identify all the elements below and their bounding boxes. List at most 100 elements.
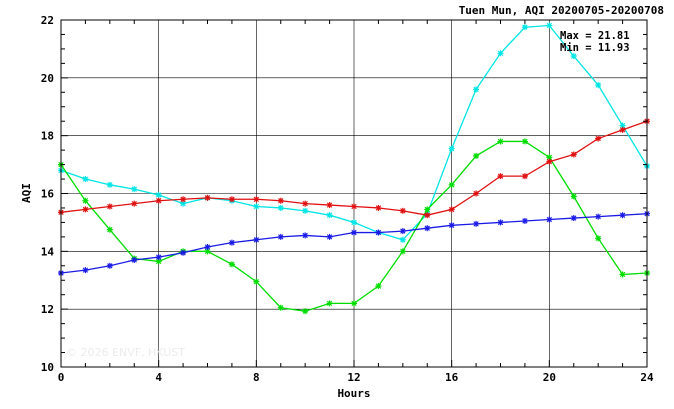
- y-tick-label: 10: [41, 361, 54, 374]
- x-tick-label: 16: [445, 371, 459, 384]
- series-1-point: [619, 122, 626, 129]
- y-tick-label: 20: [41, 72, 54, 85]
- series-1-point: [253, 203, 260, 210]
- series-4-point: [180, 249, 187, 256]
- series-2-point: [106, 226, 113, 233]
- series-1-point: [302, 207, 309, 214]
- series-1-point: [546, 22, 553, 29]
- series-3-point: [106, 203, 113, 210]
- series-2-point: [253, 278, 260, 285]
- series-3-point: [228, 196, 235, 203]
- series-1-point: [351, 219, 357, 226]
- series-4-point: [228, 239, 235, 246]
- series-3-point: [521, 173, 528, 180]
- series-2-point: [375, 283, 382, 290]
- series-4-point: [570, 215, 577, 222]
- series-2-point: [424, 206, 431, 213]
- series-layer: [58, 22, 650, 315]
- series-1-point: [448, 145, 455, 152]
- y-tick-label: 14: [41, 245, 55, 258]
- tick-labels: 0 4 8 12 16 20 24 10 12 14 16 18 20 22: [41, 14, 654, 384]
- y-tick-label: 22: [41, 14, 54, 27]
- series-4-point: [204, 243, 211, 250]
- series-2-point: [595, 235, 602, 242]
- series-4-point: [546, 216, 553, 223]
- series-2-point: [351, 300, 357, 307]
- series-3-point: [448, 206, 455, 213]
- series-2-point: [619, 271, 626, 278]
- series-4-point: [595, 213, 602, 220]
- series-4-point: [302, 232, 309, 239]
- series-3-point: [351, 203, 357, 210]
- y-tick-label: 16: [41, 188, 55, 201]
- x-axis-label: Hours: [337, 387, 370, 400]
- series-3-point: [131, 200, 138, 207]
- series-3-point: [326, 202, 333, 209]
- series-1-point: [131, 186, 138, 193]
- max-stat-label: Max = 21.81: [560, 30, 630, 42]
- series-2-point: [277, 304, 284, 311]
- series-3-point: [473, 190, 480, 197]
- series-3-point: [424, 212, 431, 219]
- series-2-point: [326, 300, 333, 307]
- series-1-point: [399, 236, 406, 243]
- chart-title: Tuen Mun, AQI 20200705-20200708: [459, 4, 664, 17]
- series-3-point: [302, 200, 309, 207]
- series-4-point: [619, 212, 626, 219]
- series-4-point: [521, 217, 528, 224]
- series-3-point: [399, 207, 406, 214]
- series-4-point: [424, 225, 431, 232]
- x-tick-label: 24: [640, 371, 654, 384]
- series-3-point: [497, 173, 504, 180]
- x-tick-label: 4: [155, 371, 162, 384]
- series-1-point: [82, 176, 89, 183]
- series-1-point: [277, 204, 284, 211]
- series-2-point: [448, 181, 455, 188]
- series-4-point: [448, 222, 455, 229]
- series-3-point: [546, 158, 553, 165]
- series-2-point: [521, 138, 528, 145]
- series-3-point: [375, 204, 382, 211]
- series-3-point: [277, 197, 284, 204]
- series-4-point: [155, 254, 162, 261]
- series-1-point: [521, 24, 528, 31]
- min-stat-label: Min = 11.93: [560, 42, 630, 54]
- series-1-point: [473, 86, 480, 93]
- series-2-point: [228, 261, 235, 268]
- series-4-point: [106, 262, 113, 269]
- series-4-point: [375, 229, 382, 236]
- y-axis-label: AQI: [20, 183, 33, 203]
- watermark-text: © 2026 ENVF, HKUST: [66, 346, 185, 359]
- series-2-point: [473, 152, 480, 159]
- series-4-point: [351, 229, 357, 236]
- grid-lines: [61, 20, 647, 367]
- series-2-point: [497, 138, 504, 145]
- series-4-point: [277, 233, 284, 240]
- series-4-point: [497, 219, 504, 226]
- x-tick-label: 0: [58, 371, 65, 384]
- series-2: [58, 138, 650, 315]
- x-tick-label: 8: [253, 371, 260, 384]
- series-4-point: [82, 267, 89, 274]
- series-3-point: [619, 126, 626, 133]
- series-2-point: [570, 193, 577, 200]
- series-1-point: [595, 82, 602, 89]
- y-tick-label: 12: [41, 303, 54, 316]
- x-tick-label: 12: [347, 371, 360, 384]
- series-3-point: [180, 196, 187, 203]
- series-1-point: [106, 181, 113, 188]
- series-3-point: [204, 194, 211, 201]
- series-3-point: [595, 135, 602, 142]
- series-4-point: [253, 236, 260, 243]
- series-2-point: [399, 248, 406, 255]
- series-4: [58, 210, 650, 277]
- x-tick-label: 20: [543, 371, 556, 384]
- series-4-point: [131, 257, 138, 264]
- series-3-point: [253, 196, 260, 203]
- series-3-point: [570, 151, 577, 158]
- series-3-point: [82, 206, 89, 213]
- series-1-point: [155, 191, 162, 198]
- series-1-point: [497, 50, 504, 57]
- series-1-point: [326, 212, 333, 219]
